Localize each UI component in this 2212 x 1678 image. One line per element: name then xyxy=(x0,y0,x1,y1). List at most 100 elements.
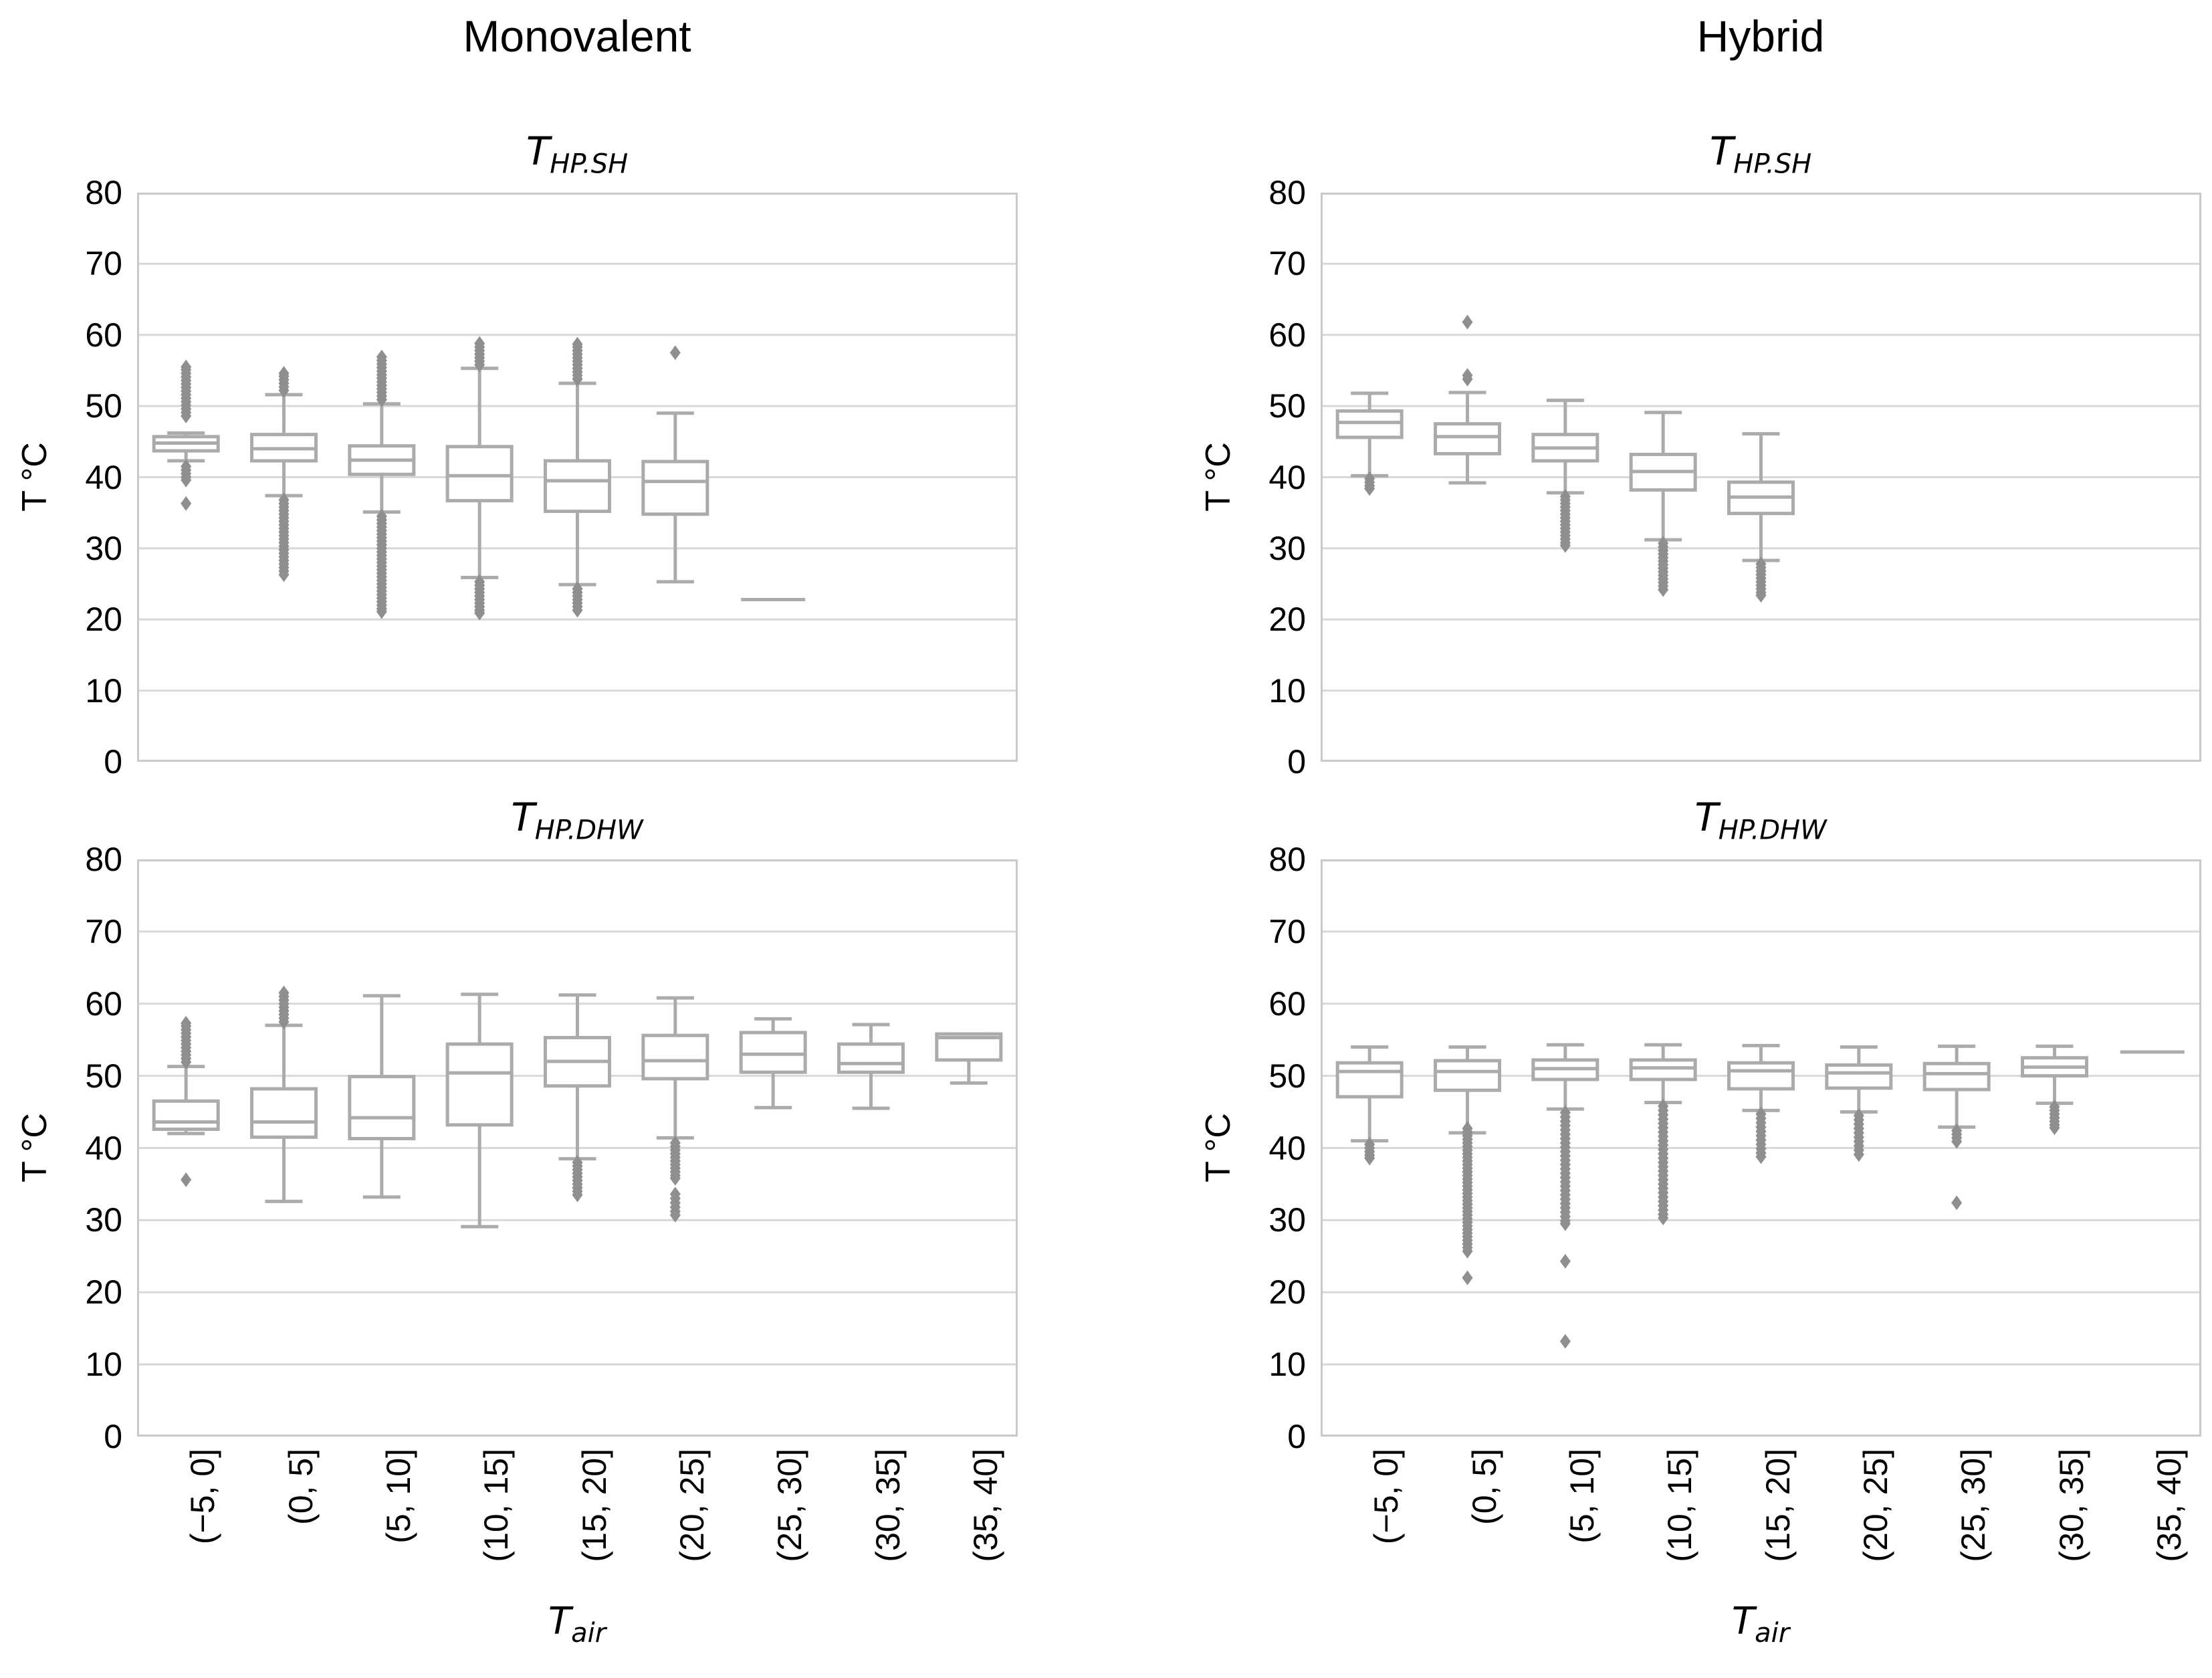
y-tick-label: 0 xyxy=(104,1418,122,1455)
boxplot-monovalent-sh xyxy=(137,193,1018,762)
x-tick-label: (15, 20] xyxy=(575,1449,613,1562)
outlier-diamond xyxy=(572,1187,583,1202)
y-tick-label: 20 xyxy=(1268,601,1306,639)
x-axis-label-sub: air xyxy=(571,1618,606,1649)
y-tick-label: 40 xyxy=(1268,458,1306,496)
box-monovalent-sh-4 xyxy=(544,336,611,618)
outlier-diamond xyxy=(669,345,681,360)
y-tick-label: 70 xyxy=(1268,912,1306,950)
box-monovalent-dhw-7 xyxy=(837,1023,905,1110)
outlier-diamond xyxy=(1658,1211,1669,1226)
outlier-diamond xyxy=(1559,1253,1571,1269)
x-axis-label-monovalent: Tair xyxy=(548,1600,606,1649)
y-tick-label: 60 xyxy=(1268,316,1306,354)
outlier-diamond xyxy=(1559,1334,1571,1349)
column-header-hybrid: Hybrid xyxy=(1696,11,1825,61)
outlier-diamond xyxy=(1853,1147,1864,1162)
outlier-diamond xyxy=(181,1015,192,1031)
x-tick-label: (30, 35] xyxy=(869,1449,907,1562)
y-tick-label: 80 xyxy=(85,174,122,211)
outlier-diamond xyxy=(669,1207,681,1223)
y-tick-label: 70 xyxy=(85,245,122,283)
panel-title-main: T xyxy=(1709,128,1734,174)
y-tick-label: 20 xyxy=(1268,1273,1306,1312)
box-hybrid-dhw-4 xyxy=(1727,1043,1795,1164)
outlier-diamond xyxy=(1462,314,1473,330)
box-hybrid-dhw-6 xyxy=(1922,1044,1991,1211)
box-monovalent-dhw-5 xyxy=(641,996,709,1223)
outlier-diamond xyxy=(1462,1270,1473,1285)
panel-title-sub: HP.SH xyxy=(550,148,629,180)
box-monovalent-dhw-3 xyxy=(445,992,514,1229)
outlier-diamond xyxy=(278,366,290,381)
x-tick-label: (25, 30] xyxy=(771,1449,809,1562)
y-tick-label: 20 xyxy=(85,1273,122,1312)
outlier-diamond xyxy=(572,603,583,618)
panel-title-main: T xyxy=(526,128,550,174)
box-hybrid-sh-3 xyxy=(1629,411,1697,597)
x-axis-label-hybrid: Tair xyxy=(1732,1600,1789,1649)
boxplot-monovalent-dhw xyxy=(137,859,1018,1437)
y-tick-label: 40 xyxy=(85,458,122,496)
outlier-diamond xyxy=(278,567,290,583)
box-monovalent-dhw-1 xyxy=(250,985,318,1203)
y-tick-label: 60 xyxy=(85,984,122,1023)
y-tick-label: 40 xyxy=(85,1129,122,1167)
x-tick-label: (5, 10] xyxy=(1563,1449,1601,1544)
outlier-diamond xyxy=(2049,1120,2060,1136)
panel-title-main: T xyxy=(1694,795,1719,840)
y-tick-label: 30 xyxy=(1268,1201,1306,1239)
box-monovalent-sh-0 xyxy=(152,359,220,511)
x-tick-label: (−5, 0] xyxy=(184,1449,222,1545)
box-monovalent-dhw-4 xyxy=(544,993,611,1202)
plot-border xyxy=(137,193,1018,762)
y-tick-label: 70 xyxy=(1268,245,1306,283)
y-tick-label: 10 xyxy=(1268,671,1306,710)
outlier-diamond xyxy=(572,336,583,352)
box-monovalent-dhw-8 xyxy=(935,1032,1003,1085)
panel-title-hybrid-sh: THP.SH xyxy=(1710,128,1811,180)
outlier-diamond xyxy=(1951,1134,1963,1149)
x-tick-label: (5, 10] xyxy=(379,1449,417,1544)
x-tick-label: (10, 15] xyxy=(477,1449,516,1562)
y-tick-label: 30 xyxy=(85,529,122,567)
x-tick-label: (25, 30] xyxy=(1955,1449,1993,1562)
y-tick-label: 0 xyxy=(104,743,122,780)
box-hybrid-dhw-1 xyxy=(1434,1045,1501,1285)
y-tick-label: 50 xyxy=(85,387,122,425)
panel-title-sub: HP.SH xyxy=(1733,148,1812,180)
y-tick-label: 60 xyxy=(85,316,122,354)
box-hybrid-dhw-3 xyxy=(1629,1043,1697,1226)
box-hybrid-dhw-7 xyxy=(2021,1044,2088,1136)
y-tick-label: 0 xyxy=(1287,1418,1306,1455)
panel-title-monovalent-dhw: THP.DHW xyxy=(511,795,643,846)
box-monovalent-sh-5 xyxy=(641,345,709,584)
box-hybrid-sh-4 xyxy=(1727,432,1795,603)
y-tick-label: 50 xyxy=(1268,387,1306,425)
panel-title-hybrid-dhw: THP.DHW xyxy=(1694,795,1826,846)
outlier-diamond xyxy=(181,1172,192,1187)
box-monovalent-sh-3 xyxy=(445,336,514,621)
y-tick-label: 50 xyxy=(1268,1057,1306,1095)
x-tick-label: (−5, 0] xyxy=(1367,1449,1406,1545)
x-tick-label: (35, 40] xyxy=(2150,1449,2188,1562)
plot-border xyxy=(1321,193,2201,762)
x-axis-label-main: T xyxy=(1731,1600,1755,1643)
box-hybrid-sh-1 xyxy=(1434,314,1501,485)
y-tick-label: 60 xyxy=(1268,984,1306,1023)
y-tick-label: 70 xyxy=(85,912,122,950)
panel-title-sub: HP.DHW xyxy=(534,815,643,846)
outlier-diamond xyxy=(1559,538,1571,553)
column-header-monovalent: Monovalent xyxy=(463,11,691,61)
y-tick-label: 10 xyxy=(85,1346,122,1384)
x-tick-label: (20, 25] xyxy=(1856,1449,1894,1562)
y-tick-label: 30 xyxy=(1268,529,1306,567)
box-hybrid-sh-2 xyxy=(1531,399,1599,553)
x-tick-label: (35, 40] xyxy=(966,1449,1004,1562)
box-monovalent-dhw-0 xyxy=(152,1015,220,1187)
outlier-diamond xyxy=(1462,1243,1473,1259)
panel-title-sub: HP.DHW xyxy=(1718,815,1827,846)
box-monovalent-sh-1 xyxy=(250,366,318,583)
outlier-diamond xyxy=(278,985,290,1001)
